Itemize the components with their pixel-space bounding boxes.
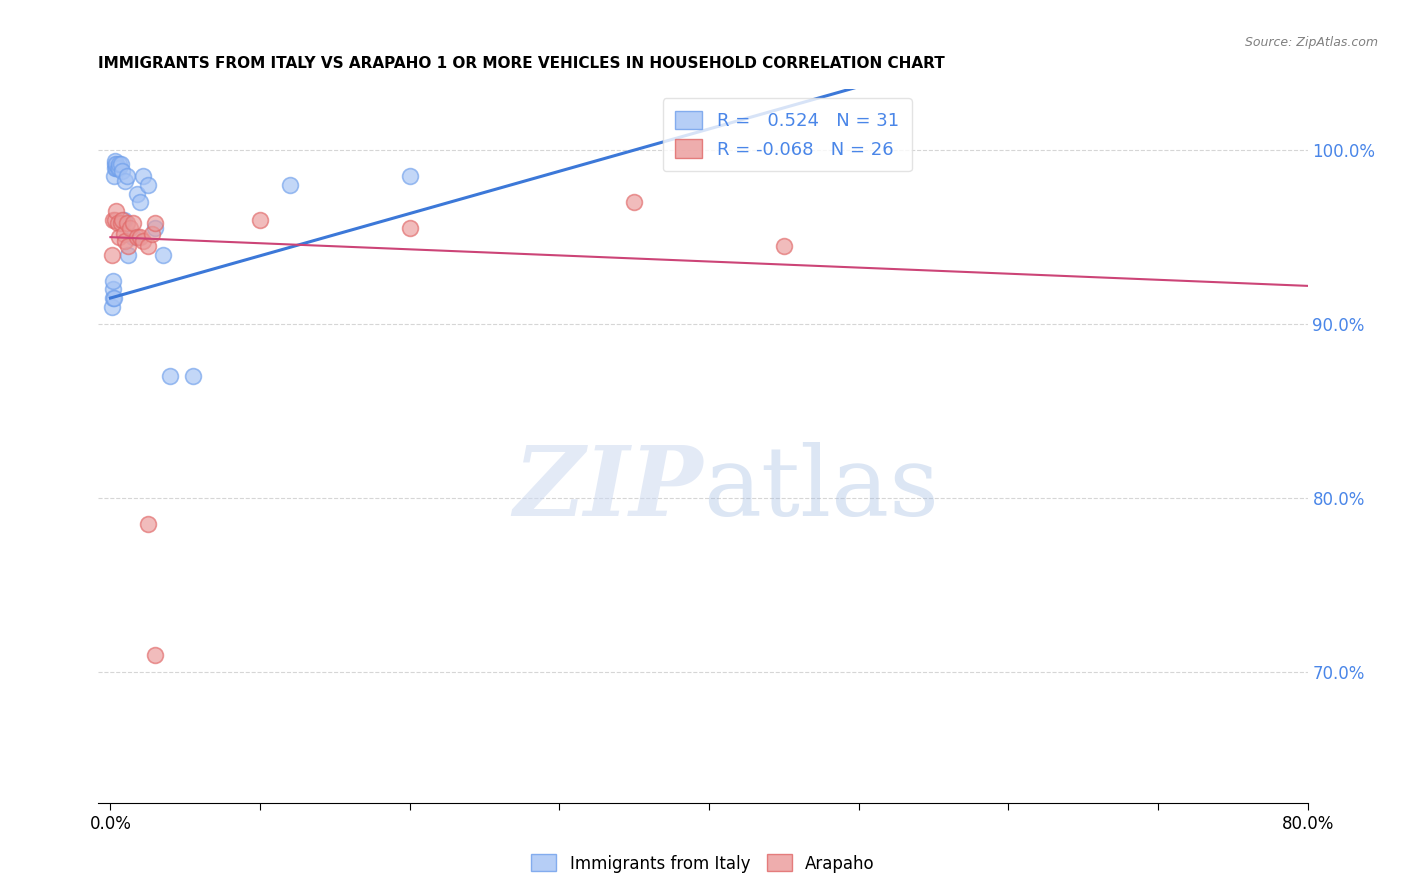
Point — [114, 234, 136, 248]
Point — [103, 212, 125, 227]
Point — [104, 153, 127, 168]
Point — [108, 230, 131, 244]
Point — [104, 161, 127, 175]
Point — [104, 157, 127, 171]
Point — [117, 247, 139, 261]
Point — [115, 169, 138, 184]
Point — [101, 282, 124, 296]
Text: Source: ZipAtlas.com: Source: ZipAtlas.com — [1244, 36, 1378, 49]
Legend: Immigrants from Italy, Arapaho: Immigrants from Italy, Arapaho — [524, 847, 882, 880]
Point — [136, 178, 159, 192]
Point — [105, 204, 128, 219]
Point — [103, 169, 125, 184]
Point — [136, 517, 159, 532]
Point — [398, 221, 420, 235]
Point — [143, 221, 166, 235]
Point — [141, 227, 163, 241]
Point — [398, 169, 420, 184]
Point — [129, 195, 152, 210]
Text: IMMIGRANTS FROM ITALY VS ARAPAHO 1 OR MORE VEHICLES IN HOUSEHOLD CORRELATION CHA: IMMIGRANTS FROM ITALY VS ARAPAHO 1 OR MO… — [98, 56, 945, 71]
Point — [143, 648, 166, 662]
Point — [101, 300, 124, 314]
Point — [623, 195, 645, 210]
Point — [143, 216, 166, 230]
Point — [132, 234, 155, 248]
Point — [181, 369, 204, 384]
Point — [111, 212, 134, 227]
Point — [107, 161, 129, 175]
Point — [127, 230, 149, 244]
Text: atlas: atlas — [703, 442, 939, 536]
Point — [110, 216, 132, 230]
Point — [104, 212, 127, 227]
Point — [103, 291, 125, 305]
Point — [117, 239, 139, 253]
Text: ZIP: ZIP — [513, 442, 703, 536]
Point — [115, 216, 138, 230]
Point — [129, 230, 152, 244]
Point — [107, 216, 129, 230]
Point — [108, 157, 131, 171]
Point — [110, 157, 132, 171]
Point — [132, 169, 155, 184]
Point — [112, 212, 135, 227]
Point — [121, 230, 143, 244]
Point — [127, 186, 149, 201]
Point — [101, 291, 124, 305]
Point — [112, 227, 135, 241]
Point — [159, 369, 181, 384]
Point — [152, 247, 174, 261]
Point — [101, 247, 124, 261]
Point — [118, 221, 141, 235]
Point — [111, 164, 134, 178]
Point — [103, 274, 125, 288]
Point — [105, 161, 128, 175]
Point — [136, 239, 159, 253]
Point — [772, 239, 794, 253]
Point — [278, 178, 301, 192]
Point — [121, 216, 143, 230]
Point — [105, 157, 128, 171]
Point — [108, 161, 131, 175]
Point — [249, 212, 271, 227]
Point — [114, 174, 136, 188]
Legend: R =   0.524   N = 31, R = -0.068   N = 26: R = 0.524 N = 31, R = -0.068 N = 26 — [662, 98, 911, 171]
